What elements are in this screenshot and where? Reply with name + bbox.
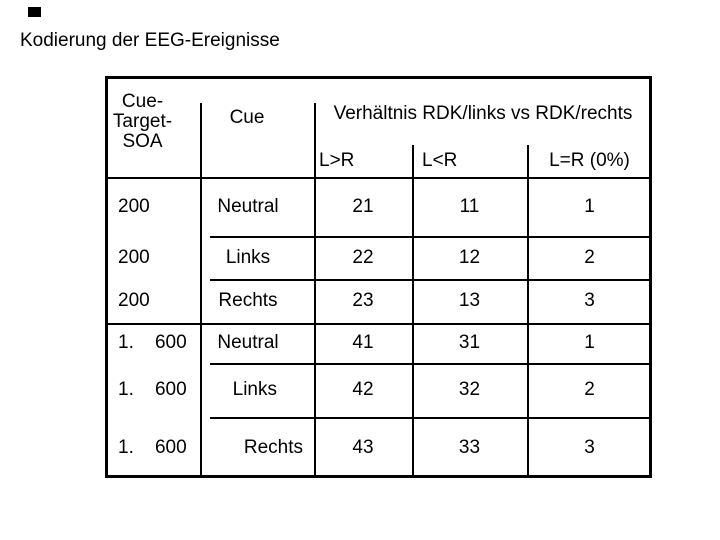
- cell-r5-lgtr: 42: [352, 379, 374, 400]
- cell-r6-lltr: 33: [458, 436, 481, 458]
- cell-r6-leqr: 3: [584, 436, 595, 458]
- cell-r3-leqr: 3: [584, 290, 595, 311]
- subheader-l-lt-r: L<R: [422, 150, 458, 171]
- cell-r5-soa: 1. 600: [118, 379, 187, 400]
- slide-title: Kodierung der EEG-Ereignisse: [20, 30, 280, 51]
- corner-square-mark: [28, 7, 41, 17]
- header-line: Target-: [112, 111, 173, 132]
- cell-r1-cue: Neutral: [217, 195, 279, 217]
- cell-r2-lltr: 12: [458, 246, 481, 268]
- cell-r4-leqr: 1: [584, 332, 595, 353]
- cell-r2-cue: Links: [225, 246, 271, 268]
- divider-col3-col4: [412, 145, 414, 478]
- cell-r6-soa: 1. 600: [118, 436, 187, 458]
- cell-r6-lgtr: 43: [352, 436, 374, 458]
- eeg-coding-table: Cue- Target- SOA Cue Verhältnis RDK/link…: [105, 76, 652, 478]
- header-cue-target-soa: Cue- Target- SOA: [105, 76, 200, 177]
- cell-r6-cue: Rechts: [243, 436, 303, 458]
- divider-row1-row2: [210, 236, 652, 238]
- cell-r5-lltr: 32: [458, 379, 481, 400]
- header-cue: Cue: [229, 107, 265, 128]
- cell-r4-lltr: 31: [458, 332, 481, 353]
- subheader-l-eq-r: L=R (0%): [549, 150, 630, 171]
- cell-r5-cue: Links: [232, 379, 277, 400]
- cell-r4-soa: 1. 600: [118, 332, 187, 353]
- divider-row3-row4: [105, 323, 652, 325]
- divider-row2-row3: [210, 279, 652, 281]
- cell-r4-lgtr: 41: [352, 332, 374, 353]
- divider-col4-col5: [527, 145, 529, 478]
- cell-r1-lltr: 11: [459, 195, 480, 217]
- cell-r3-soa: 200: [118, 290, 150, 311]
- cell-r1-lgtr: 21: [352, 195, 374, 217]
- cell-r3-lltr: 13: [458, 290, 481, 311]
- cell-r2-lgtr: 22: [352, 246, 374, 268]
- divider-header-body: [105, 177, 652, 179]
- header-verhaeltnis-group: Verhältnis RDK/links vs RDK/rechts: [333, 103, 633, 124]
- divider-row4-row5: [210, 363, 652, 365]
- cell-r1-soa: 200: [118, 195, 150, 217]
- cell-r5-leqr: 2: [584, 379, 595, 400]
- cell-r1-leqr: 1: [584, 195, 595, 217]
- cell-r2-soa: 200: [118, 246, 150, 268]
- header-line: Cue-: [121, 91, 164, 112]
- divider-row5-row6: [210, 417, 652, 419]
- cell-r3-lgtr: 23: [352, 290, 374, 311]
- cell-r2-leqr: 2: [584, 246, 595, 268]
- divider-col1-col2: [200, 103, 202, 478]
- cell-r4-cue: Neutral: [217, 332, 279, 353]
- divider-col2-col3: [314, 103, 316, 478]
- subheader-l-gt-r: L>R: [319, 150, 355, 171]
- header-line: SOA: [122, 131, 163, 152]
- cell-r3-cue: Rechts: [218, 290, 278, 311]
